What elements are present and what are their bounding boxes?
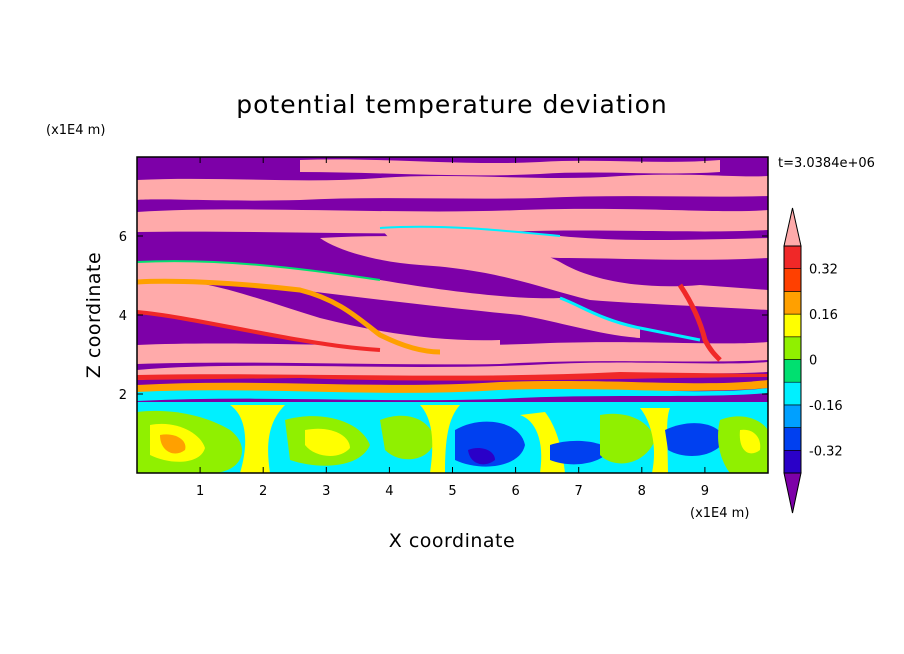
z-axis-label: Z coordinate (83, 252, 105, 378)
colorbar-band (783, 359, 802, 383)
front-edge (137, 278, 441, 355)
x-axis-ticks: 1 2 3 4 5 6 7 8 9 (196, 157, 709, 499)
x-tick-label: 6 (511, 484, 519, 499)
z-tick-label: 4 (119, 309, 127, 324)
front-edge (559, 296, 701, 342)
layer-stripe (137, 208, 768, 234)
layer-stripe (380, 226, 768, 260)
colorbar-frame (783, 245, 802, 474)
colorbar-band (783, 336, 802, 360)
x-tick-label: 9 (701, 484, 709, 499)
plume-2 (420, 405, 460, 473)
cold-cell (665, 423, 725, 456)
colorbar-label: 0 (809, 354, 817, 369)
front-edge (379, 225, 561, 237)
warm-core (305, 428, 350, 456)
colorbar-band (783, 313, 802, 338)
layer-stripe (320, 236, 768, 310)
bottom-convective-layer (137, 400, 768, 473)
z-tick-label: 2 (119, 388, 127, 403)
colorbar-band (783, 449, 802, 474)
x-tick-label: 5 (448, 484, 456, 499)
layer-stripe (300, 159, 720, 176)
colorbar: 0.32 0.16 0 -0.16 -0.32 (783, 207, 843, 514)
colorbar-under-triangle (783, 472, 802, 514)
layer-stripe (137, 261, 640, 338)
front-edge (677, 283, 722, 362)
colorbar-band (783, 291, 802, 315)
colorbar-over-triangle (783, 207, 802, 247)
front-edge (137, 310, 381, 352)
layer-stripe (137, 277, 500, 353)
plume-4 (640, 408, 670, 473)
x-tick-label: 4 (385, 484, 393, 499)
colorbar-label: -0.16 (809, 399, 843, 414)
z-unit-label: (x1E4 m) (46, 123, 105, 138)
cold-cell (550, 440, 610, 465)
warm-spot (160, 434, 186, 454)
layer-stripe (137, 174, 768, 201)
stratified-layers (137, 159, 768, 365)
z-tick-label: 6 (119, 230, 127, 245)
chart-title: potential temperature deviation (236, 90, 667, 119)
colorbar-label: 0.16 (809, 308, 838, 323)
plot-frame: 1 2 3 4 5 6 7 8 9 2 4 6 (119, 156, 769, 499)
warm-cell (600, 413, 655, 464)
front-edge (137, 260, 381, 281)
layer-stripe (137, 342, 768, 365)
colorbar-band (783, 268, 802, 292)
x-tick-label: 7 (575, 484, 583, 499)
warm-cell (380, 415, 435, 460)
colorbar-band (783, 427, 802, 451)
time-label: t=3.0384e+06 (778, 156, 875, 171)
colorbar-label: 0.32 (809, 263, 838, 278)
colorbar-band (783, 245, 802, 270)
mixed-band (137, 362, 768, 402)
colorbar-band (783, 381, 802, 406)
x-tick-label: 3 (322, 484, 330, 499)
x-unit-label: (x1E4 m) (690, 506, 749, 521)
x-axis-label: X coordinate (389, 530, 515, 552)
colorbar-band (783, 404, 802, 428)
plume-1 (230, 405, 285, 473)
z-axis-ticks: 2 4 6 (119, 230, 768, 403)
x-tick-label: 1 (196, 484, 204, 499)
colorbar-label: -0.32 (809, 444, 843, 459)
x-tick-label: 2 (259, 484, 267, 499)
contour-field (137, 157, 768, 473)
cold-core (468, 448, 495, 465)
warm-core (739, 429, 761, 454)
x-tick-label: 8 (638, 484, 646, 499)
